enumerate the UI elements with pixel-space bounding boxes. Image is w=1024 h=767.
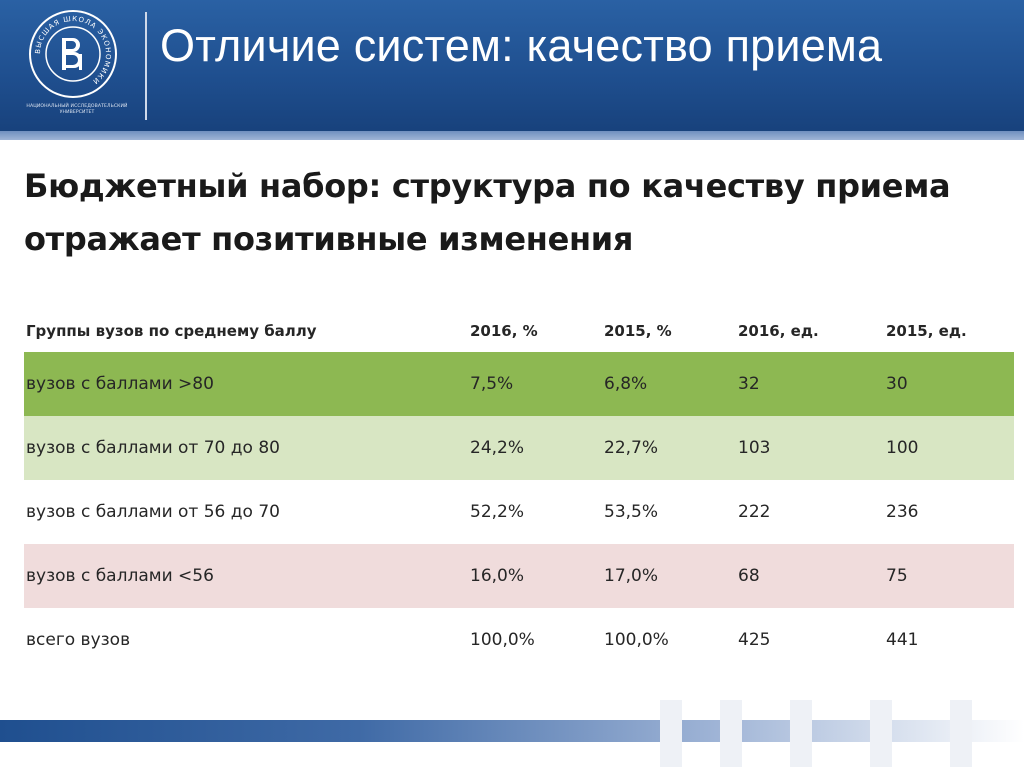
footer-watermark <box>660 700 972 767</box>
share-2016: 52,2% <box>470 502 525 522</box>
column-header-2015-percent: 2015, % <box>604 322 672 340</box>
table-row: вузов с баллами от 56 до 70 52,2% 53,5% … <box>24 480 1014 544</box>
group-label: вузов с баллами от 56 до 70 <box>26 502 280 522</box>
share-2015: 6,8% <box>604 374 648 394</box>
column-header-2016-percent: 2016, % <box>470 322 538 340</box>
header-divider <box>145 12 147 120</box>
slide-header <box>0 0 1024 138</box>
count-2015: 441 <box>886 630 919 650</box>
share-2016: 24,2% <box>470 438 525 458</box>
share-2015: 53,5% <box>604 502 659 522</box>
count-2016: 222 <box>738 502 771 522</box>
logo-caption: НАЦИОНАЛЬНЫЙ ИССЛЕДОВАТЕЛЬСКИЙ УНИВЕРСИТ… <box>26 104 128 115</box>
count-2015: 75 <box>886 566 908 586</box>
column-header-2015-units: 2015, ед. <box>886 322 967 340</box>
table-row: всего вузов 100,0% 100,0% 425 441 <box>24 608 1014 672</box>
share-2016: 7,5% <box>470 374 514 394</box>
count-2016: 32 <box>738 374 760 394</box>
headline: Бюджетный набор: структура по качеству п… <box>24 160 1014 266</box>
university-logo: ВЫСШАЯ ШКОЛА ЭКОНОМИКИ НАЦИОНАЛЬНЫЙ ИССЛ… <box>22 8 127 120</box>
headline-line-1: Бюджетный набор: структура по качеству п… <box>24 167 951 205</box>
logo-emblem: ВЫСШАЯ ШКОЛА ЭКОНОМИКИ <box>29 10 117 98</box>
logo-letter <box>62 38 82 70</box>
headline-line-2: отражает позитивные изменения <box>24 220 634 258</box>
footer-bar <box>0 720 1024 742</box>
share-2015: 22,7% <box>604 438 659 458</box>
group-label: вузов с баллами >80 <box>26 374 214 394</box>
group-label: вузов с баллами от 70 до 80 <box>26 438 280 458</box>
share-2015: 17,0% <box>604 566 659 586</box>
count-2016: 425 <box>738 630 771 650</box>
header-stripe <box>0 131 1024 140</box>
group-label: вузов с баллами <56 <box>26 566 214 586</box>
share-2015: 100,0% <box>604 630 669 650</box>
column-header-groups: Группы вузов по среднему баллу <box>26 322 317 340</box>
share-2016: 100,0% <box>470 630 535 650</box>
table-row: вузов с баллами от 70 до 80 24,2% 22,7% … <box>24 416 1014 480</box>
admission-quality-table: Группы вузов по среднему баллу 2016, % 2… <box>24 310 1014 672</box>
column-header-2016-units: 2016, ед. <box>738 322 819 340</box>
table-row: вузов с баллами <56 16,0% 17,0% 68 75 <box>24 544 1014 608</box>
count-2015: 100 <box>886 438 919 458</box>
table-header-row: Группы вузов по среднему баллу 2016, % 2… <box>24 310 1014 352</box>
group-label: всего вузов <box>26 630 131 650</box>
count-2016: 68 <box>738 566 760 586</box>
table-row: вузов с баллами >80 7,5% 6,8% 32 30 <box>24 352 1014 416</box>
count-2015: 236 <box>886 502 919 522</box>
share-2016: 16,0% <box>470 566 525 586</box>
count-2015: 30 <box>886 374 908 394</box>
count-2016: 103 <box>738 438 771 458</box>
slide-title: Отличие систем: качество приема <box>160 20 883 71</box>
